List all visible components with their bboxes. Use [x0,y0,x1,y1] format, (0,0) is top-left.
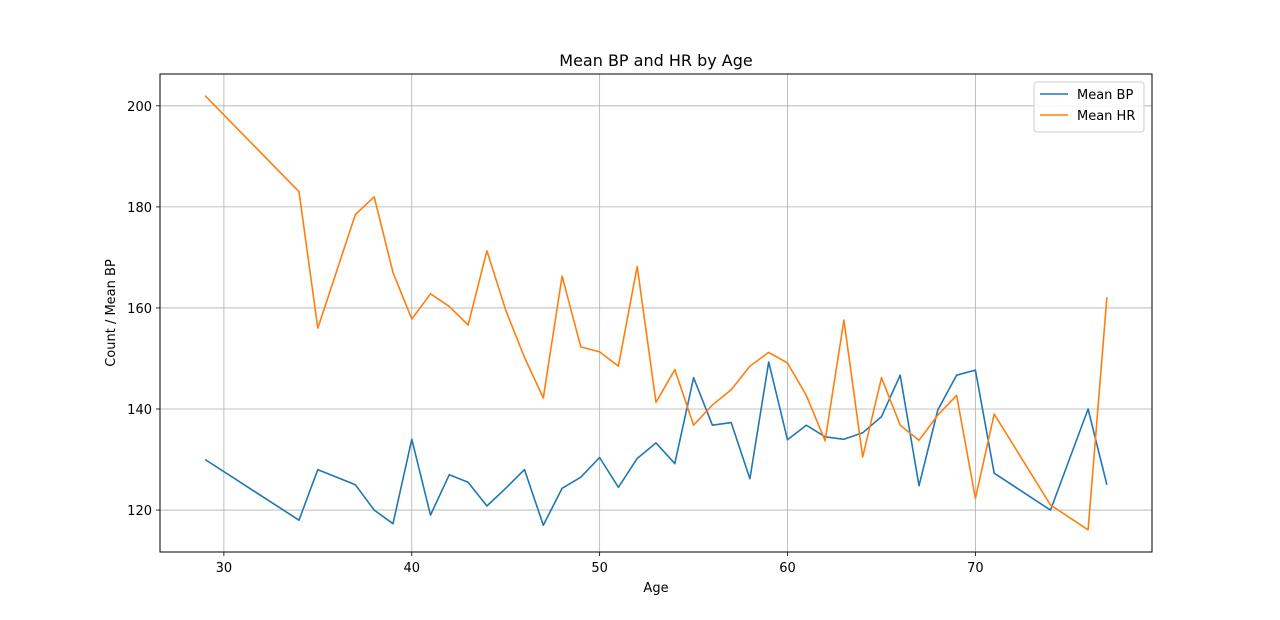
plot-frame [159,73,1153,553]
legend: Mean BP Mean HR [1033,81,1145,133]
x-tick-label: 30 [216,561,233,576]
x-tick-label: 60 [779,561,796,576]
chart-title: Mean BP and HR by Age [559,51,752,70]
x-axis-label: Age [643,581,668,596]
legend-label: Mean BP [1077,88,1133,103]
legend-label: Mean HR [1077,109,1135,124]
y-tick-label: 120 [127,504,152,519]
y-tick-label: 200 [127,100,152,115]
y-tick-label: 160 [127,302,152,317]
x-tick-label: 50 [591,561,608,576]
x-tick-label: 70 [967,561,984,576]
y-tick-label: 180 [127,201,152,216]
x-tick-label: 40 [403,561,420,576]
y-axis-label: Count / Mean BP [104,259,119,367]
series-line-mean-bp [204,361,1108,527]
series-line-mean-hr [204,95,1108,531]
y-tick-label: 140 [127,403,152,418]
y-axis-ticks: 120 140 160 180 200 [127,100,160,519]
x-axis-ticks: 30 40 50 60 70 [216,552,984,576]
series-lines [204,95,1108,531]
